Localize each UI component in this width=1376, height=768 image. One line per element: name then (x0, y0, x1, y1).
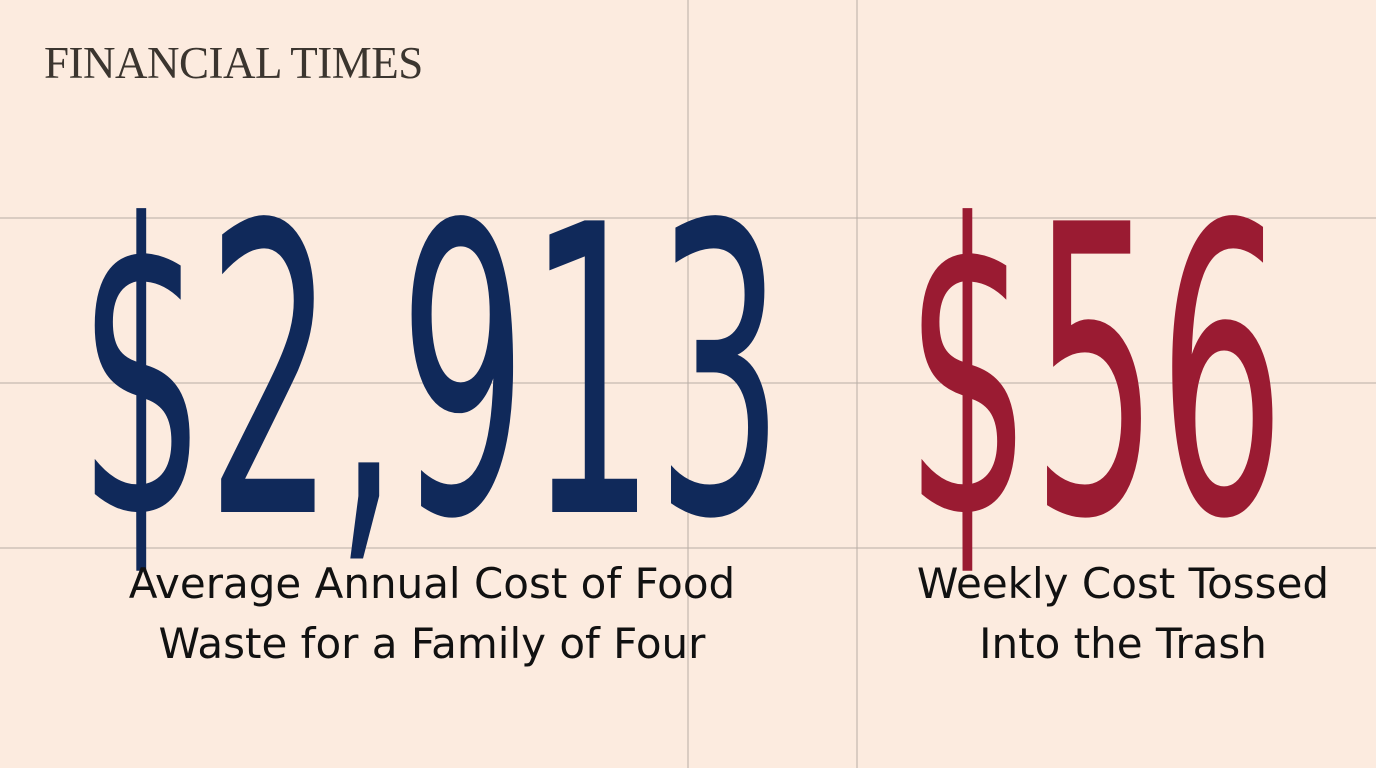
stat-label: Into the Trash (979, 619, 1267, 668)
big-figure: $2,913 (78, 142, 784, 607)
stat-label: Average Annual Cost of Food (129, 559, 735, 608)
brand: FINANCIAL TIMES (44, 38, 423, 88)
big-figure: $56 (905, 142, 1285, 607)
stat-label: Weekly Cost Tossed (917, 559, 1329, 608)
stat-label: Waste for a Family of Four (159, 619, 707, 668)
